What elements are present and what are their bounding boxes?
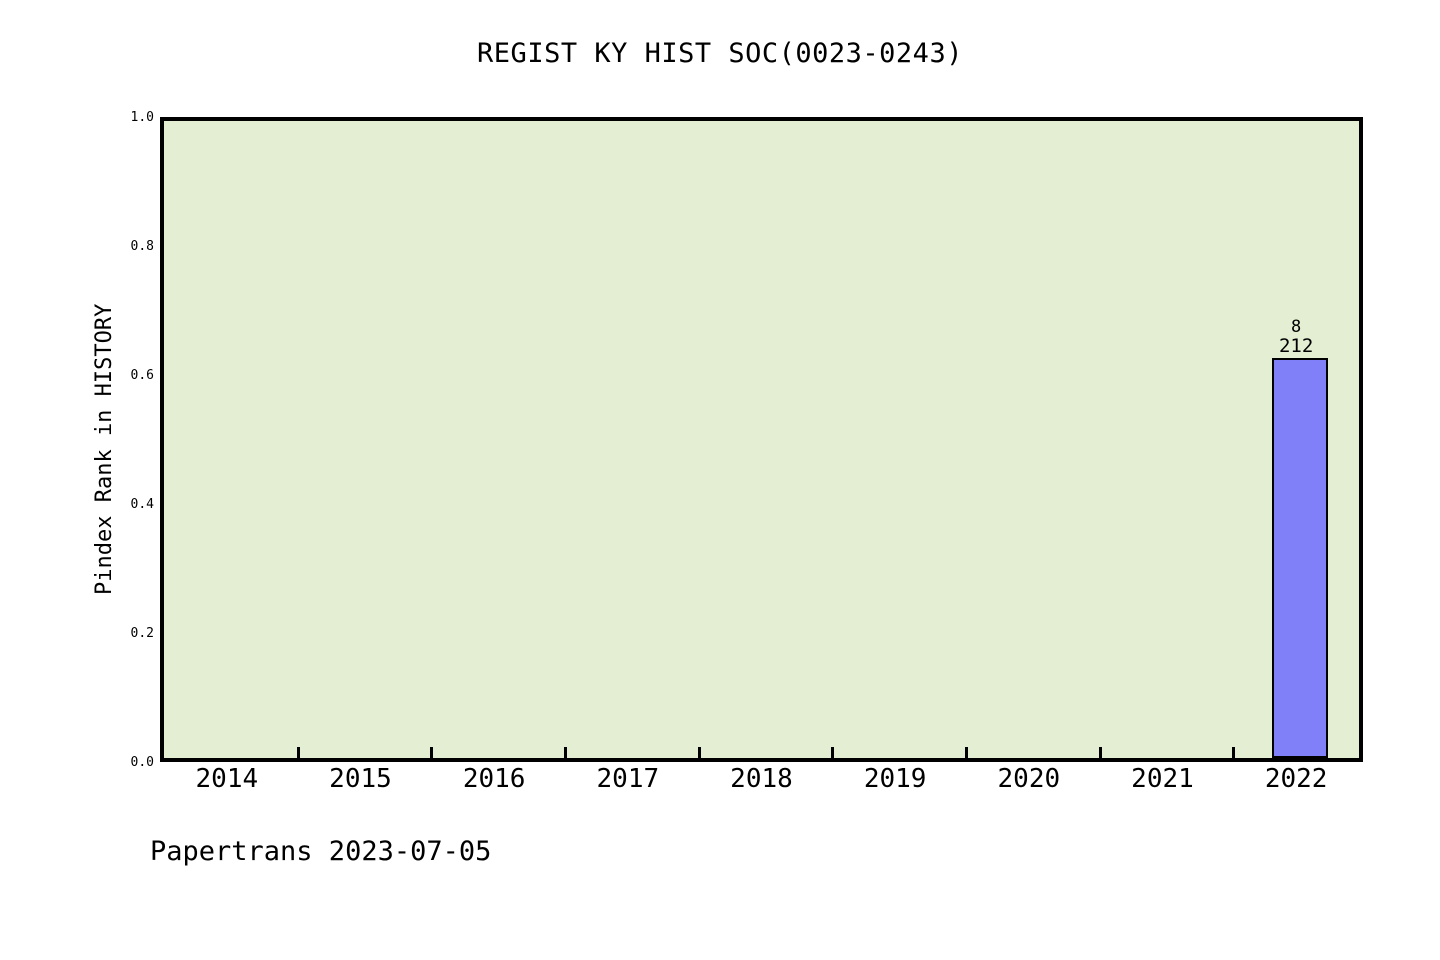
x-axis-tick-label: 2016 <box>462 764 526 794</box>
bar <box>1272 358 1329 758</box>
x-axis-tick-mark <box>697 747 701 758</box>
x-axis-tick-label: 2014 <box>195 764 259 794</box>
x-axis-tick-label: 2018 <box>730 764 793 794</box>
x-axis-tick-label: 2017 <box>596 764 660 794</box>
x-axis-tick-mark <box>1098 747 1102 758</box>
y-axis-tick-label: 0.6 <box>130 368 154 383</box>
x-axis-tick-label: 2020 <box>997 764 1061 794</box>
plot-inner <box>164 121 1359 758</box>
y-axis-tick-label: 0.2 <box>130 626 154 641</box>
footer-note: Papertrans 2023-07-05 <box>150 836 492 867</box>
x-axis-tick-label: 2022 <box>1264 764 1328 794</box>
x-axis-tick-mark <box>965 747 968 758</box>
plot-area <box>160 117 1363 762</box>
y-axis-tick-label: 0.4 <box>130 497 154 512</box>
x-axis-tick-mark <box>564 747 567 758</box>
y-axis-tick-label: 0.0 <box>130 755 154 770</box>
chart-title: REGIST KY HIST SOC(0023-0243) <box>477 38 963 69</box>
x-axis-tick-label: 2021 <box>1131 764 1194 794</box>
x-axis-tick-label: 2019 <box>863 764 927 794</box>
y-axis-tick-label: 0.8 <box>130 239 154 254</box>
y-axis-tick-label: 1.0 <box>130 110 154 125</box>
x-axis-tick-mark <box>430 747 434 758</box>
y-axis-label: Pindex Rank in HISTORY <box>92 303 117 595</box>
x-axis-tick-mark <box>831 747 835 758</box>
x-axis-tick-mark <box>1232 747 1236 758</box>
x-axis-tick-mark <box>296 747 300 758</box>
x-axis-tick-label: 2015 <box>329 764 392 794</box>
